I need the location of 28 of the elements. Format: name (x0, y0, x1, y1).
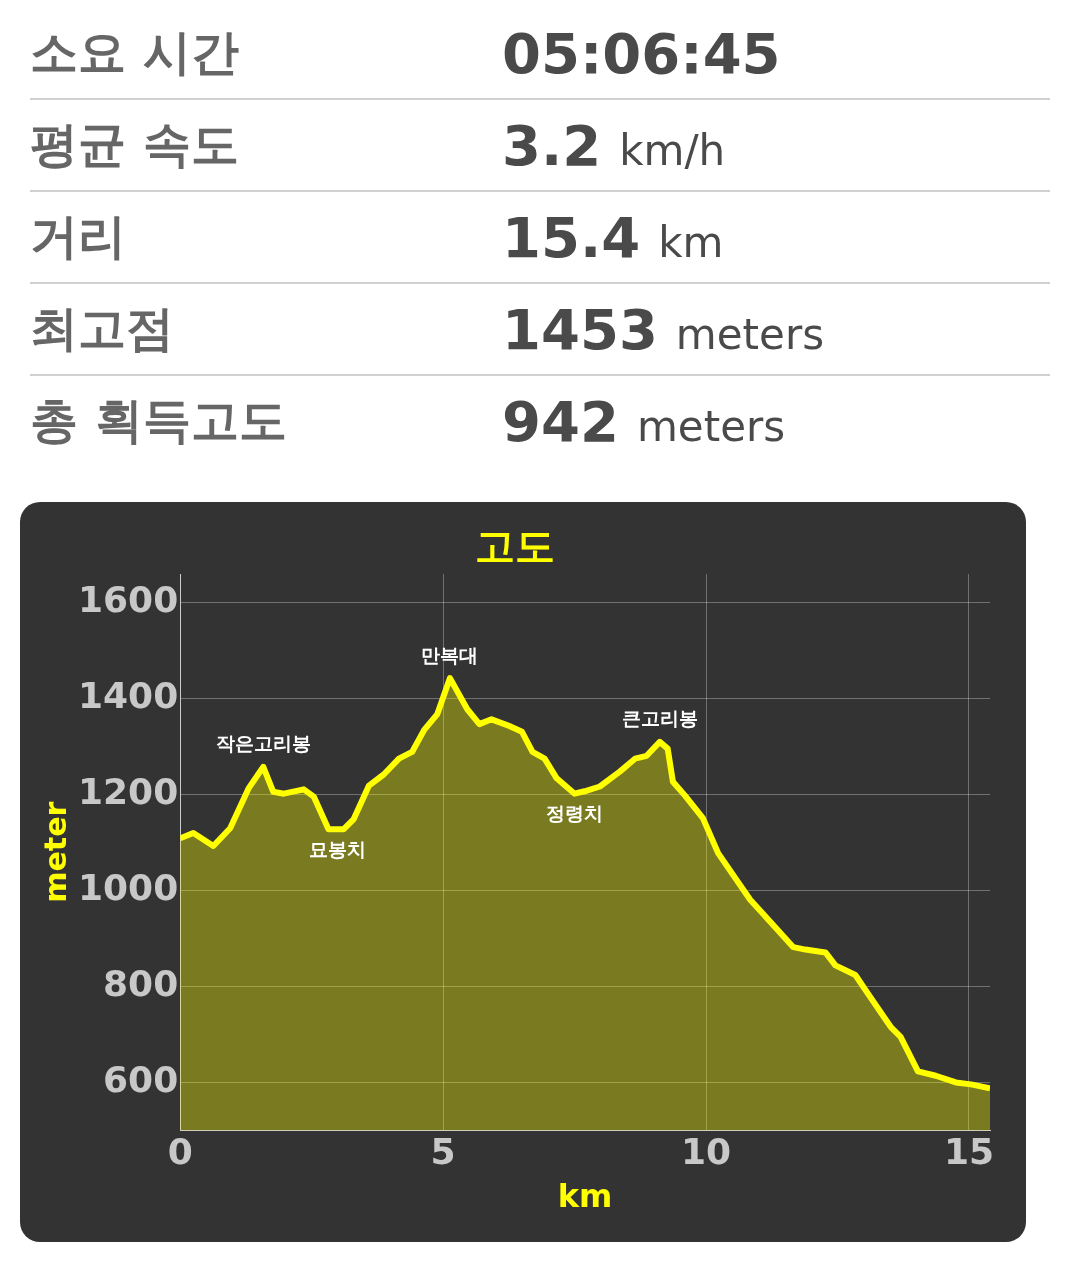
y-tick-label: 1000 (77, 866, 179, 908)
text: 1453 meters (502, 296, 825, 362)
y-tick-label: 1200 (77, 771, 179, 812)
x-axis-title: km (557, 1177, 613, 1216)
text: 942 meters (502, 388, 786, 454)
annotation: 작은고리봉 (215, 732, 311, 755)
annotation: 큰고리봉 (621, 707, 698, 730)
x-tick-label: 15 (943, 1131, 995, 1173)
text: 최고점 (30, 299, 175, 358)
annotation: 묘봉치 (309, 837, 367, 860)
text: 05:06:45 (502, 20, 781, 86)
y-axis-title: meter (37, 801, 73, 903)
text: 소요 시간 (30, 23, 240, 82)
y-tick-label: 800 (103, 962, 179, 1004)
chart-title: 고도 (475, 523, 555, 570)
annotation: 만복대 (421, 643, 479, 666)
text: 평균 속도 (30, 115, 240, 174)
x-tick-label: 5 (430, 1131, 456, 1173)
y-tick-label: 600 (103, 1058, 179, 1100)
text: 15.4 km (502, 204, 724, 270)
text: 총 획득고도 (30, 391, 288, 450)
annotation: 정령치 (546, 802, 604, 825)
y-tick-label: 1400 (77, 675, 179, 717)
text: 3.2 km/h (502, 112, 726, 178)
text: 거리 (30, 207, 127, 266)
x-tick-label: 0 (167, 1131, 193, 1173)
y-tick-label: 1600 (77, 579, 179, 621)
x-tick-label: 10 (680, 1131, 732, 1173)
